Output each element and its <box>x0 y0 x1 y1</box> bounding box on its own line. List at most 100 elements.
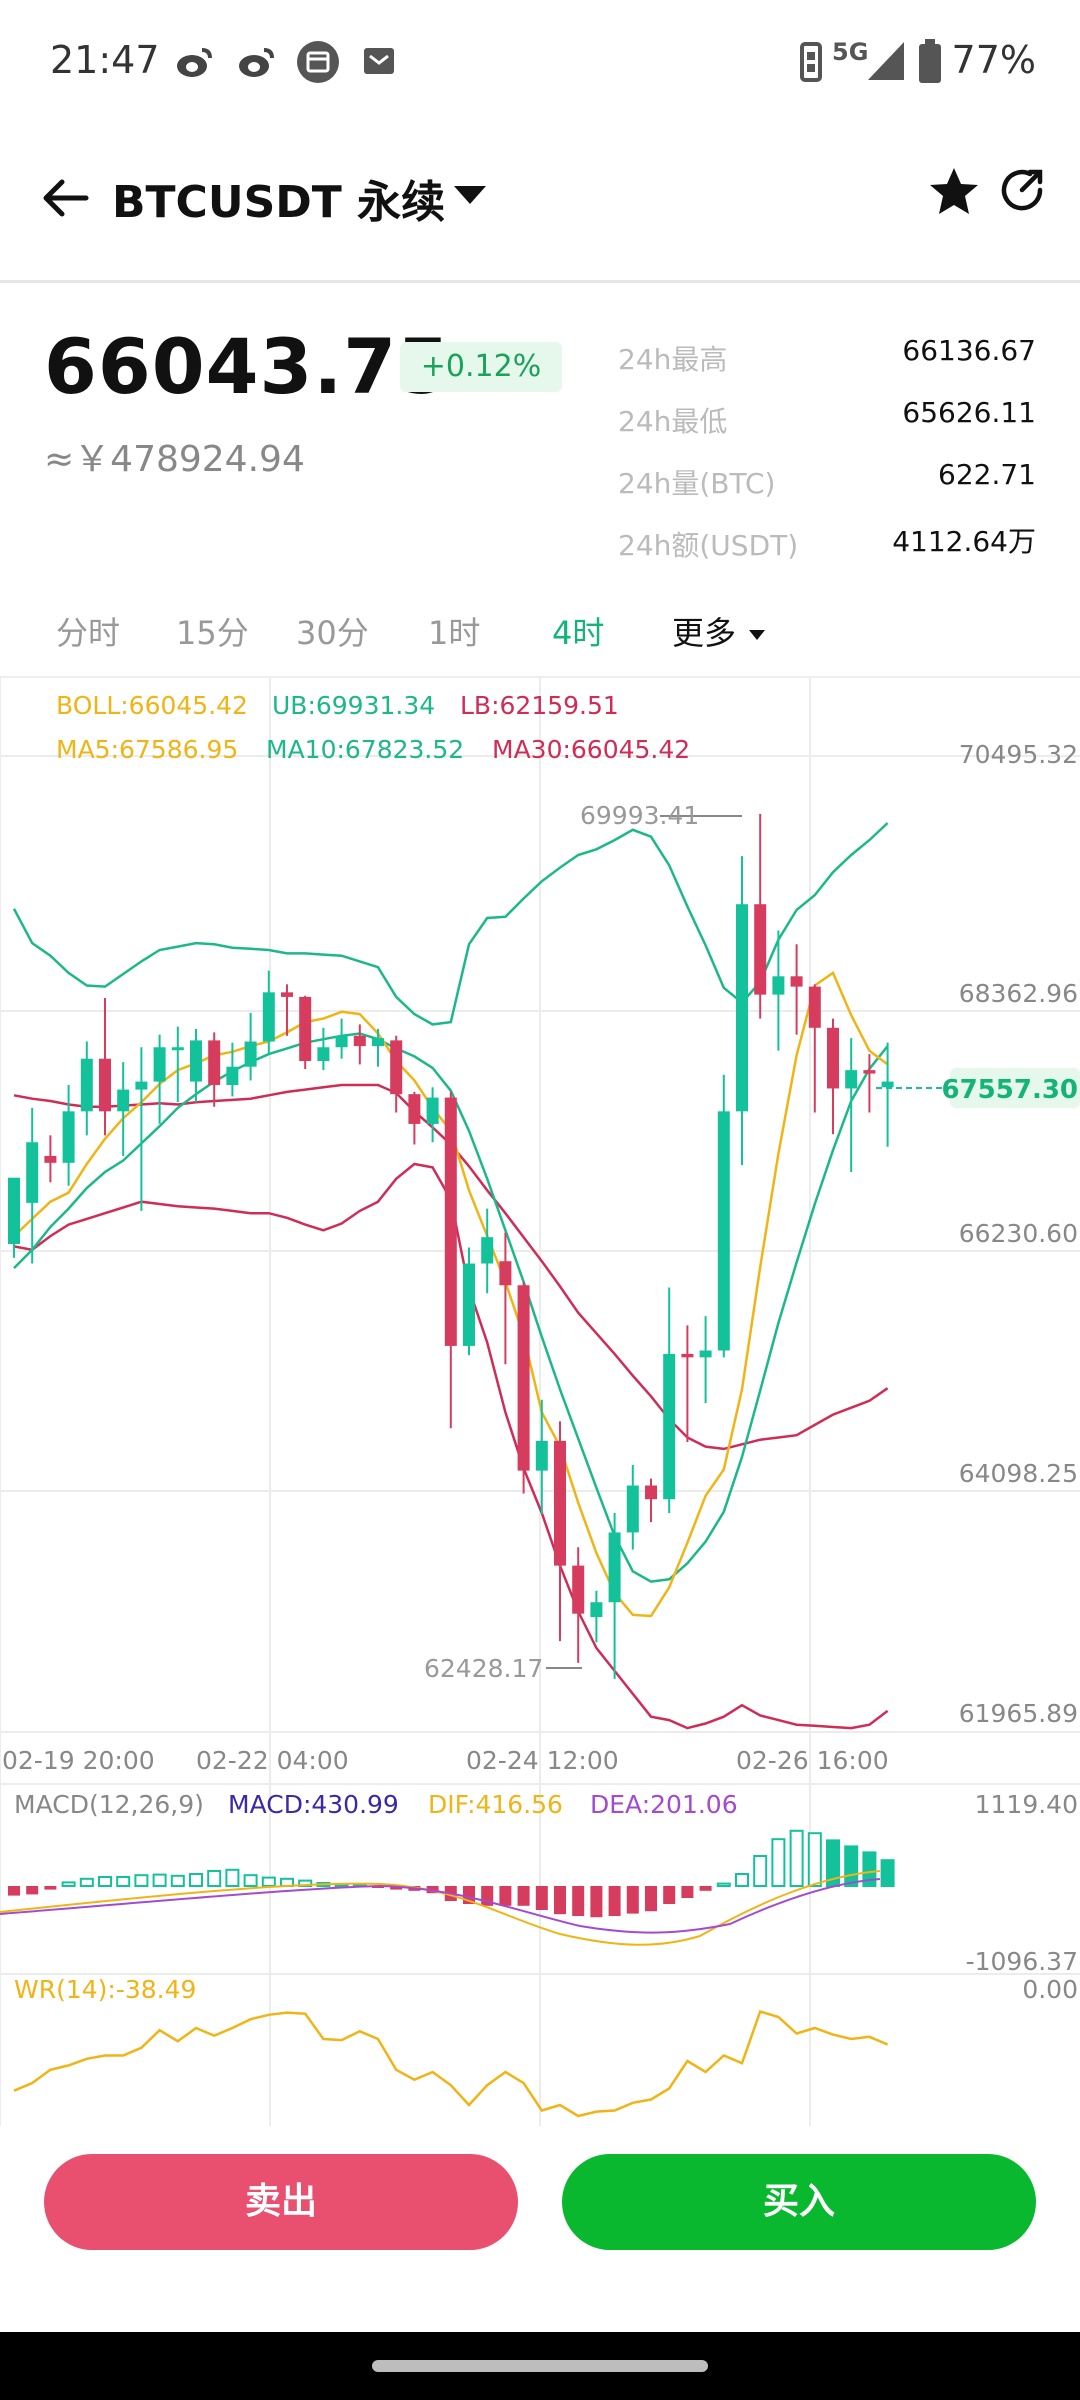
macd-bar <box>61 1881 76 1888</box>
stat-volume-value: 622.71 <box>938 458 1036 491</box>
change-badge: +0.12% <box>400 342 562 392</box>
candle-down <box>353 1035 366 1047</box>
macd-bar <box>735 1873 749 1887</box>
legend-ma30: MA30:66045.42 <box>492 735 690 764</box>
candle-up <box>626 1485 639 1533</box>
current-price-tag <box>950 1068 1080 1108</box>
app-bar: BTCUSDT 永续 <box>0 140 1080 283</box>
calendar-icon <box>297 41 339 83</box>
candle-up <box>135 1081 148 1090</box>
macd-bar <box>243 1874 258 1887</box>
candle-down <box>808 986 821 1028</box>
share-icon[interactable] <box>1000 168 1044 212</box>
candle-up <box>80 1058 93 1112</box>
candle-down <box>299 996 312 1061</box>
macd-bar <box>807 1832 822 1887</box>
interval-tabs: 分时 15分 30分 1时 4时 更多 <box>0 592 1080 678</box>
dea-value: DEA:201.06 <box>590 1790 738 1819</box>
tab-more[interactable]: 更多 <box>672 608 768 654</box>
tab-more-label: 更多 <box>672 614 737 652</box>
dif-line <box>0 1870 881 1946</box>
legend-boll: BOLL:66045.42 <box>56 691 248 720</box>
sell-button[interactable]: 卖出 <box>44 2154 518 2250</box>
x-axis-label: 02-24 12:00 <box>466 1746 619 1775</box>
current-price-label: 67557.30 <box>941 1075 1078 1105</box>
macd-bar <box>517 1886 530 1906</box>
cny-price: ≈￥478924.94 <box>44 439 305 480</box>
candle-up <box>772 976 785 995</box>
dif-value: DIF:416.56 <box>428 1790 563 1819</box>
candle-up <box>590 1602 603 1618</box>
y-axis-label: 64098.25 <box>959 1459 1078 1488</box>
x-axis-label: 02-22 04:00 <box>196 1746 349 1775</box>
candle-down <box>444 1097 457 1346</box>
chevron-down-icon <box>749 630 766 640</box>
candle-up <box>663 1353 676 1500</box>
wr-axis-max: 0.00 <box>1022 1975 1078 2004</box>
star-icon[interactable] <box>926 164 982 220</box>
page-title[interactable]: BTCUSDT 永续 <box>112 177 446 228</box>
stat-high-label: 24h最高 <box>618 343 728 376</box>
candlesticks <box>8 813 894 1679</box>
stat-low-label: 24h最低 <box>618 405 728 438</box>
macd-bar <box>170 1874 185 1888</box>
macd-bar <box>645 1886 657 1912</box>
macd-bar <box>716 1882 731 1887</box>
candle-up <box>717 1111 730 1351</box>
status-bar: 21:47 5G 77% <box>0 0 1080 120</box>
legend-ma10: MA10:67823.52 <box>266 735 464 764</box>
macd-bar <box>681 1886 694 1898</box>
macd-bar <box>844 1845 859 1888</box>
wr-value: WR(14):-38.49 <box>14 1975 196 2004</box>
macd-bar <box>98 1876 112 1887</box>
kline-chart[interactable]: BOLL:66045.42 UB:69931.34 LB:62159.51 MA… <box>0 676 1080 2126</box>
stat-turnover-label: 24h额(USDT) <box>618 529 799 562</box>
candle-up <box>608 1532 621 1603</box>
candle-up <box>881 1081 894 1088</box>
legend-lb: LB:62159.51 <box>460 691 619 720</box>
max-price-label: 69993.41 <box>580 801 699 830</box>
candle-up <box>171 1047 184 1051</box>
candle-up <box>463 1263 475 1346</box>
buy-button[interactable]: 买入 <box>562 2154 1036 2250</box>
tab-15m[interactable]: 15分 <box>176 614 249 652</box>
signal-icon <box>868 42 904 80</box>
candle-down <box>863 1070 876 1074</box>
home-handle[interactable] <box>372 2360 708 2372</box>
y-axis-label: 68362.96 <box>959 979 1078 1008</box>
candle-down <box>99 1058 111 1112</box>
candle-up <box>845 1070 858 1089</box>
candle-up <box>226 1066 239 1086</box>
candle-down <box>499 1261 512 1286</box>
wr-line <box>13 2009 889 2118</box>
candle-up <box>481 1237 494 1264</box>
macd-bar <box>608 1886 621 1916</box>
candle-up <box>736 904 748 1112</box>
tab-4h[interactable]: 4时 <box>552 614 605 652</box>
tab-timeline[interactable]: 分时 <box>56 614 121 652</box>
tab-30m[interactable]: 30分 <box>296 614 369 652</box>
macd-axis-min: -1096.37 <box>966 1947 1078 1976</box>
macd-bar <box>626 1886 639 1914</box>
macd-bar <box>261 1876 276 1887</box>
macd-bar <box>554 1886 566 1915</box>
vibrate-icon <box>800 42 822 82</box>
ma10-line <box>13 1032 889 1583</box>
y-axis-label: 70495.32 <box>959 740 1078 769</box>
candle-down <box>790 976 803 987</box>
macd-value: MACD:430.99 <box>228 1790 399 1819</box>
candle-down <box>681 1353 694 1358</box>
macd-bar <box>152 1873 167 1887</box>
last-price: 66043.75 <box>44 322 452 411</box>
dropdown-caret-icon[interactable] <box>450 180 490 210</box>
candle-up <box>317 1047 330 1061</box>
macd-bar <box>535 1886 548 1910</box>
tab-1h[interactable]: 1时 <box>428 614 481 652</box>
macd-bar <box>771 1838 786 1887</box>
back-arrow-icon[interactable] <box>40 172 92 224</box>
macd-title: MACD(12,26,9) <box>14 1790 204 1819</box>
macd-bar <box>207 1870 222 1887</box>
mail-icon <box>364 48 394 74</box>
candle-up <box>8 1177 20 1245</box>
candle-down <box>827 1027 839 1089</box>
